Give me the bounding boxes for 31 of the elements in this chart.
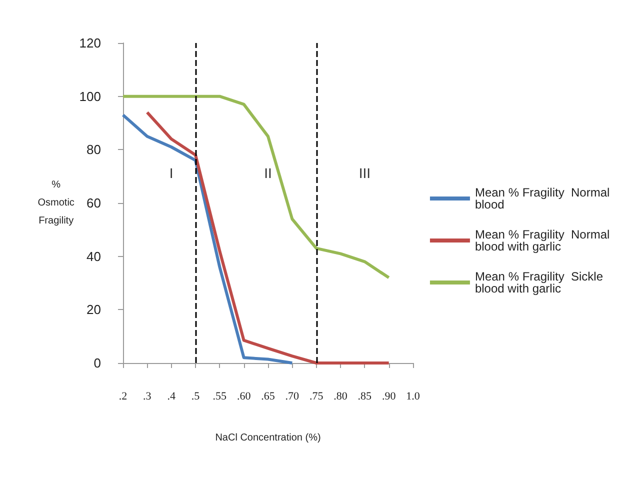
y-tick-label: 100 bbox=[79, 88, 101, 104]
legend-label: Mean % Fragility Normal blood bbox=[474, 186, 614, 212]
y-tick-label: 60 bbox=[86, 196, 101, 210]
line-series bbox=[146, 110, 390, 364]
legend-label: Mean % Fragility Normal blood with garlic bbox=[474, 228, 614, 254]
y-axis-title: % Osmotic Fragility bbox=[38, 180, 74, 226]
annotation: I bbox=[169, 165, 174, 181]
y-tick-label: 20 bbox=[86, 302, 101, 318]
x-tick-label: .75 bbox=[309, 390, 324, 402]
annotation: II bbox=[264, 165, 272, 181]
line-series bbox=[122, 114, 294, 364]
y-tick-label: 80 bbox=[86, 142, 101, 158]
annotation: III bbox=[358, 165, 371, 181]
x-tick-label: .80 bbox=[334, 390, 348, 402]
x-tick-label: .3 bbox=[143, 390, 152, 402]
x-tick-label: .70 bbox=[285, 390, 300, 402]
x-tick-label: .90 bbox=[382, 390, 396, 402]
y-tick-label: 0 bbox=[94, 356, 101, 370]
x-tick-label: .65 bbox=[261, 390, 276, 402]
x-tick-label: .60 bbox=[236, 390, 252, 402]
x-tick-label: .5 bbox=[191, 390, 200, 402]
legend-label: Mean % Fragility Sickle blood with garlic bbox=[474, 270, 606, 296]
x-axis-title: NaCl Concentration (%) bbox=[215, 432, 321, 444]
line-series bbox=[122, 94, 390, 280]
x-tick-label: .2 bbox=[118, 390, 128, 402]
y-tick-label: 120 bbox=[79, 36, 101, 50]
x-tick-label: .4 bbox=[167, 390, 176, 402]
x-tick-label: .85 bbox=[358, 390, 372, 402]
x-tick-label: .55 bbox=[212, 390, 228, 402]
x-tick-label: 1.0 bbox=[406, 390, 420, 402]
y-tick-label: 40 bbox=[86, 248, 101, 264]
